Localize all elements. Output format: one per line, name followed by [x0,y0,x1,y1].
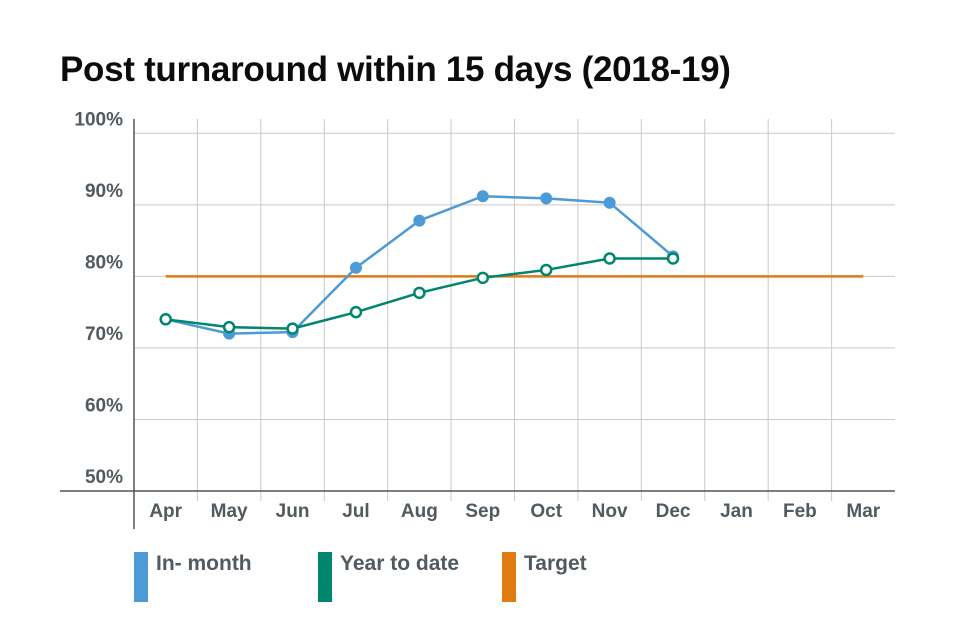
x-tick-label: Oct [530,501,562,522]
y-tick-label: 80% [85,252,123,273]
legend: In- month Year to date Target [0,552,960,612]
legend-swatch-target [502,552,516,602]
x-tick-label: May [211,501,248,522]
axes [60,119,895,529]
legend-label-target: Target [524,552,587,575]
data-point-year-to-date [476,271,490,285]
x-tick-label: Jan [720,501,753,522]
legend-label-in-month: In- month [156,552,252,575]
grid [134,119,895,501]
legend-swatch-in-month [134,552,148,602]
data-point-in-month [476,190,489,203]
series [159,190,864,340]
data-point-in-month [413,214,426,227]
x-tick-label: Jul [342,501,369,522]
x-tick-label: Aug [401,501,438,522]
y-tick-label: 60% [85,395,123,416]
legend-label-year-to-date: Year to date [340,552,460,575]
data-point-year-to-date [666,252,680,265]
x-tick-label: Feb [783,501,817,522]
data-point-year-to-date [413,286,426,300]
y-tick-label: 90% [85,181,123,202]
series-in-month [159,190,680,340]
y-tick-label: 50% [85,467,123,488]
data-point-year-to-date [222,320,236,334]
data-point-year-to-date [539,263,553,277]
data-point-in-month [603,196,616,209]
series-year-to-date [159,252,680,335]
legend-swatch-year-to-date [318,552,332,602]
x-tick-label: Jun [276,501,310,522]
data-point-in-month [540,192,553,205]
chart-title: Post turnaround within 15 days (2018-19) [60,50,731,89]
x-tick-label: Mar [846,501,880,522]
data-point-year-to-date [286,322,299,335]
x-tick-label: Dec [656,501,691,522]
data-point-year-to-date [349,305,363,319]
y-tick-label: 100% [74,109,123,130]
data-point-year-to-date [159,313,172,326]
data-point-year-to-date [603,252,616,265]
x-tick-label: Apr [149,501,182,522]
x-tick-label: Sep [465,501,500,522]
y-tick-label: 70% [85,324,123,345]
tick-labels: 100% 90% 80% 70% 60% 50% Apr May Jun Jul Aug Sep Oct… [74,109,880,522]
x-tick-label: Nov [592,501,628,522]
data-point-in-month [349,261,362,274]
